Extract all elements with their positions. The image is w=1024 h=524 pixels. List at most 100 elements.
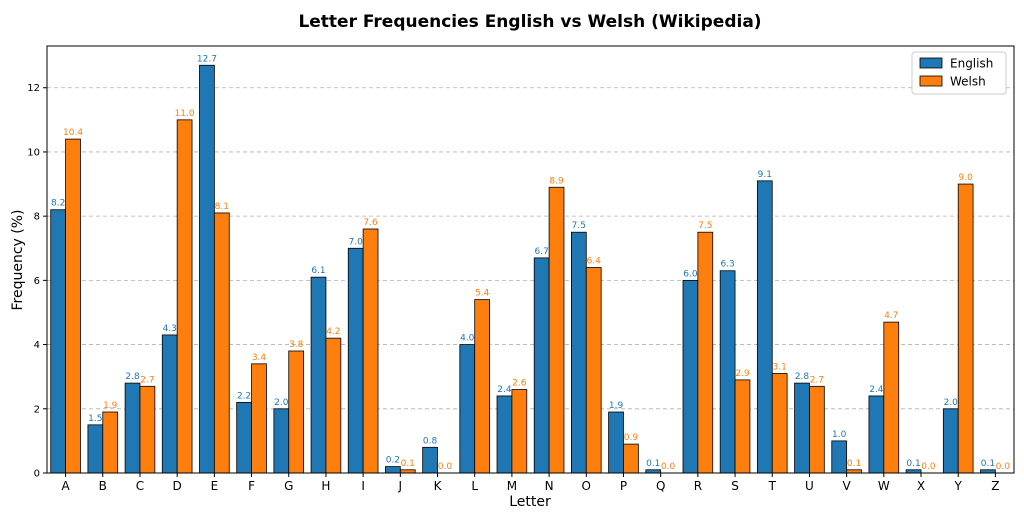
legend-label: English — [950, 57, 993, 71]
y-tick-label: 2 — [34, 404, 40, 415]
bar-english-Y — [942, 408, 959, 474]
value-label: 6.4 — [587, 257, 602, 267]
value-label: 0.2 — [386, 456, 400, 466]
x-tick-label: F — [248, 479, 255, 493]
value-labels: 8.210.41.51.92.8 2.74.311.012.78.12.23.42… — [51, 54, 1010, 472]
bar-welsh-B — [102, 411, 119, 474]
value-label: 2.4 — [869, 385, 884, 395]
legend-label: Welsh — [950, 75, 986, 89]
value-label: 2.8 — [795, 372, 810, 382]
value-label: 0.0 — [996, 462, 1011, 472]
value-label: 2.4 — [497, 385, 512, 395]
value-label: 0.0 — [438, 462, 453, 472]
bar-welsh-P — [623, 443, 639, 474]
x-tick-label: D — [173, 479, 182, 493]
x-tick-label: U — [805, 479, 814, 493]
bar-english-H — [310, 276, 327, 474]
x-tick-label: G — [284, 479, 293, 493]
bar-welsh-D — [176, 119, 193, 474]
bar-welsh-T — [771, 373, 788, 474]
value-label: 6.0 — [683, 269, 698, 279]
x-ticks: A B C D E F G H I J K L M N O P Q R S T U V W X Y Z — [61, 473, 1000, 493]
x-tick-label: X — [917, 479, 925, 493]
y-axis-label: Frequency (%) — [10, 209, 26, 310]
value-label: 8.9 — [549, 176, 564, 186]
x-tick-label: V — [843, 479, 852, 493]
value-label: 10.4 — [63, 128, 83, 138]
plot-frame — [46, 45, 1015, 474]
x-tick-label: C — [136, 479, 144, 493]
bar-welsh-H — [325, 337, 342, 474]
x-tick-label: P — [620, 479, 627, 493]
x-tick-label: M — [507, 479, 517, 493]
bar-english-G — [273, 408, 290, 474]
value-label: 2.6 — [512, 379, 527, 389]
bar-welsh-O — [585, 267, 602, 474]
x-tick-label: Q — [656, 479, 665, 493]
x-tick-label: S — [731, 479, 739, 493]
bar-welsh-I — [362, 228, 379, 474]
bar-welsh-G — [288, 350, 305, 474]
x-tick-label: I — [361, 479, 365, 493]
bar-english-U — [794, 382, 810, 474]
x-axis-label: Letter — [509, 494, 551, 510]
value-label: 0.1 — [847, 459, 861, 469]
value-label: 4.7 — [884, 311, 898, 321]
bar-welsh-W — [883, 321, 900, 474]
bar-welsh-M — [511, 389, 528, 474]
value-label: 2.7 — [810, 375, 824, 385]
legend-swatch — [919, 75, 943, 87]
bar-welsh-C — [139, 385, 156, 474]
value-label: 7.5 — [698, 221, 712, 231]
x-tick-label: Y — [954, 479, 963, 493]
bar-english-M — [496, 395, 513, 474]
legend: English Welsh — [911, 51, 1007, 95]
bar-welsh-L — [474, 299, 490, 474]
bar-english-A — [50, 209, 66, 474]
bars — [50, 64, 996, 474]
value-label: 12.7 — [197, 54, 217, 64]
bar-welsh-A — [65, 138, 81, 474]
x-tick-label: R — [694, 479, 702, 493]
y-tick-label: 8 — [34, 212, 40, 223]
value-label: 4.2 — [326, 327, 340, 337]
bar-welsh-S — [734, 379, 751, 474]
value-label: 3.8 — [289, 340, 304, 350]
bar-welsh-E — [213, 212, 230, 474]
y-tick-label: 6 — [34, 276, 40, 287]
y-tick-label: 10 — [27, 147, 40, 158]
bar-english-B — [87, 424, 104, 474]
value-label: 6.3 — [720, 260, 734, 270]
value-label: 2.7 — [140, 375, 154, 385]
bar-english-O — [571, 231, 587, 474]
bar-english-I — [347, 247, 364, 474]
value-label: 7.5 — [572, 221, 586, 231]
bar-english-T — [756, 180, 773, 474]
bar-english-D — [161, 334, 178, 474]
value-label: 1.9 — [103, 401, 118, 411]
x-tick-label: L — [471, 479, 478, 493]
bar-welsh-Y — [957, 183, 974, 474]
value-label: 0.1 — [906, 459, 920, 469]
value-label: 0.1 — [401, 459, 415, 469]
bar-english-K — [422, 446, 438, 474]
x-tick-label: K — [434, 479, 443, 493]
bar-english-F — [236, 401, 252, 474]
bar-english-R — [682, 279, 699, 474]
value-label: 7.6 — [363, 218, 378, 228]
x-tick-label: W — [878, 479, 890, 493]
y-tick-label: 0 — [34, 469, 40, 480]
value-label: 9.0 — [958, 173, 973, 183]
x-tick-label: O — [582, 479, 591, 493]
bar-english-J — [385, 466, 401, 474]
bar-english-L — [459, 344, 476, 474]
bar-english-P — [608, 411, 624, 474]
value-label: 5.4 — [475, 289, 490, 299]
bar-english-C — [124, 382, 141, 474]
x-tick-label: Z — [991, 479, 999, 493]
x-tick-label: B — [99, 479, 107, 493]
value-label: 0.1 — [646, 459, 660, 469]
x-tick-label: T — [768, 479, 777, 493]
